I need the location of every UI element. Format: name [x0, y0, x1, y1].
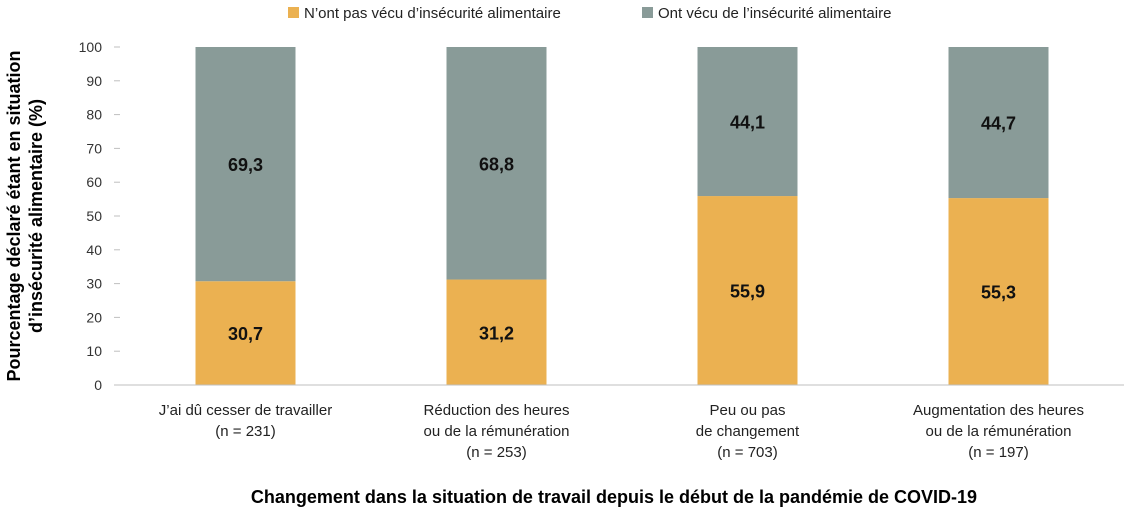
- data-label-insecurity: 44,1: [730, 113, 765, 133]
- x-category-label: (n = 703): [717, 444, 777, 461]
- data-label-insecurity: 69,3: [228, 155, 263, 175]
- bar-insecurity: [948, 47, 1049, 199]
- y-tick-label: 100: [79, 39, 103, 55]
- x-category-label: (n = 231): [215, 423, 275, 440]
- data-label-insecurity: 44,7: [981, 114, 1016, 134]
- x-category-label: (n = 197): [968, 444, 1028, 461]
- data-label-no-insecurity: 55,9: [730, 282, 765, 302]
- bar-insecurity: [697, 47, 798, 197]
- legend-swatch-no-insecurity: [288, 7, 299, 18]
- legend-swatch-insecurity: [642, 7, 653, 18]
- y-axis: 0 10 20 30 40 50 60 70 80 90 100: [79, 39, 120, 393]
- y-axis-title-line-1: Pourcentage déclaré étant en situation: [4, 50, 24, 381]
- y-tick-label: 50: [86, 208, 102, 224]
- data-label-no-insecurity: 55,3: [981, 283, 1016, 303]
- bars: 30,7 69,3 31,2 68,8 55,9 44,1 55,3 44,7: [195, 47, 1049, 385]
- bar-insecurity: [195, 47, 296, 282]
- data-label-no-insecurity: 31,2: [479, 323, 514, 343]
- x-category-label: Peu ou pas: [710, 402, 786, 419]
- data-label-insecurity: 68,8: [479, 154, 514, 174]
- y-tick-label: 40: [86, 242, 102, 258]
- y-tick-label: 70: [86, 140, 102, 156]
- bar-no-insecurity: [948, 198, 1049, 385]
- bar-no-insecurity: [195, 281, 296, 385]
- data-label-no-insecurity: 30,7: [228, 324, 263, 344]
- x-category-label: ou de la rémunération: [926, 423, 1072, 440]
- y-tick-label: 90: [86, 73, 102, 89]
- x-category-label: Réduction des heures: [424, 402, 570, 419]
- y-tick-label: 80: [86, 107, 102, 123]
- y-tick-label: 30: [86, 276, 102, 292]
- legend: N’ont pas vécu d’insécurité alimentaire …: [288, 5, 891, 22]
- x-axis-categories: J’ai dû cesser de travailler (n = 231) Réd…: [159, 402, 1084, 461]
- y-axis-title-line-2: d’insécurité alimentaire (%): [26, 99, 46, 333]
- y-tick-label: 60: [86, 174, 102, 190]
- x-category-label: ou de la rémunération: [424, 423, 570, 440]
- bar-insecurity: [446, 47, 547, 280]
- x-axis-title: Changement dans la situation de travail …: [251, 487, 977, 507]
- x-category-label: de changement: [696, 423, 800, 440]
- y-tick-label: 0: [94, 377, 102, 393]
- x-category-label: J’ai dû cesser de travailler: [159, 402, 332, 419]
- y-axis-title: Pourcentage déclaré étant en situation d…: [4, 50, 46, 381]
- y-tick-label: 20: [86, 309, 102, 325]
- legend-label-no-insecurity: N’ont pas vécu d’insécurité alimentaire: [304, 5, 561, 22]
- legend-label-insecurity: Ont vécu de l’insécurité alimentaire: [658, 5, 891, 22]
- x-category-label: (n = 253): [466, 444, 526, 461]
- y-tick-label: 10: [86, 343, 102, 359]
- bar-no-insecurity: [446, 279, 547, 385]
- bar-no-insecurity: [697, 196, 798, 385]
- x-category-label: Augmentation des heures: [913, 402, 1084, 419]
